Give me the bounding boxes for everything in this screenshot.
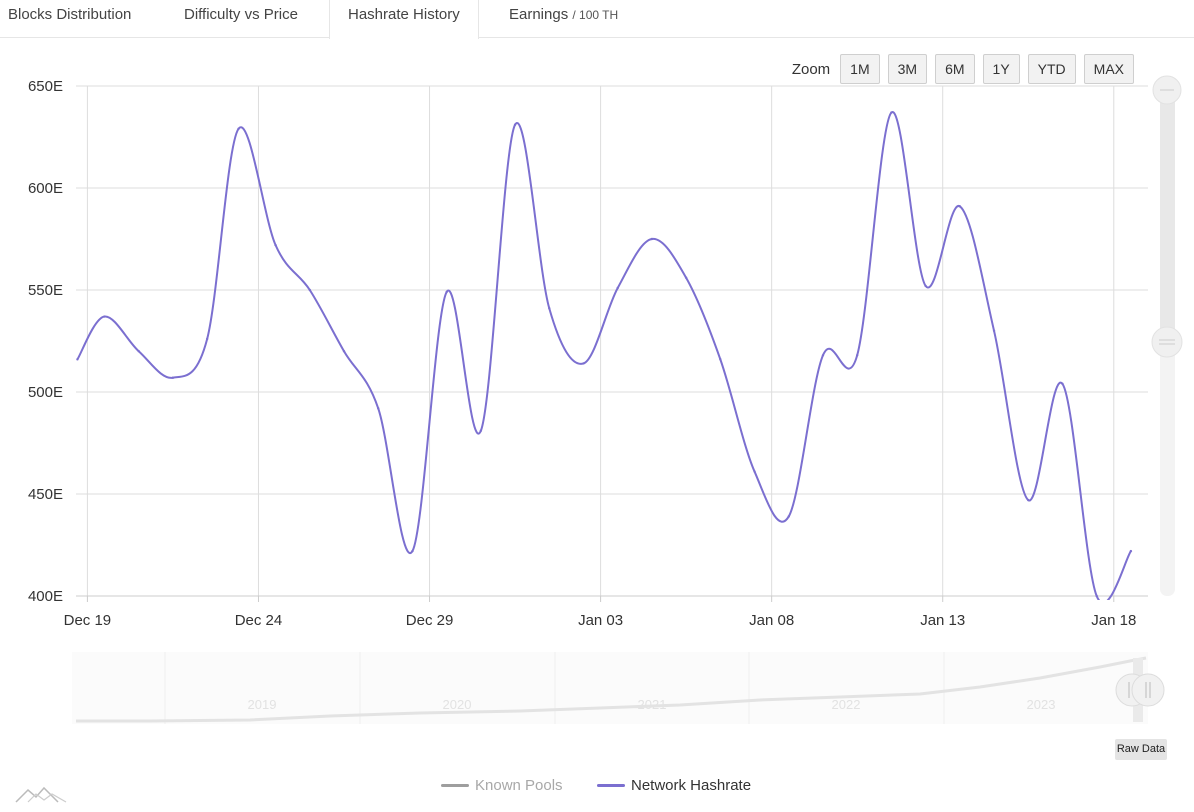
data-point (855, 354, 859, 357)
legend: Known Pools Network Hashrate (0, 774, 1194, 796)
mountain-logo-icon (15, 786, 67, 803)
data-point (513, 123, 517, 126)
navigator-year-label: 2023 (1027, 697, 1056, 712)
tab-label: Earnings (509, 6, 569, 23)
data-point (103, 315, 106, 318)
y-tick-label: 400E (28, 588, 63, 605)
zoom-label: Zoom (791, 60, 831, 78)
data-point (582, 362, 585, 365)
data-point (1027, 498, 1030, 502)
data-point (753, 470, 756, 473)
plot-area (76, 111, 1133, 600)
vertical-scrollbar[interactable] (1151, 75, 1183, 596)
grid-lines (76, 85, 1148, 597)
zoom-6m-button[interactable]: 6M (935, 54, 975, 84)
navigator-handle-right[interactable] (1131, 673, 1165, 707)
legend-swatch (597, 783, 625, 787)
navigator-series (76, 656, 1147, 723)
data-point (237, 127, 240, 131)
data-point (205, 337, 209, 341)
data-point (274, 243, 277, 247)
navigator-year-label: 2022 (832, 697, 861, 712)
scrollbar-thumb[interactable] (1160, 90, 1175, 342)
data-point (684, 276, 688, 279)
y-tick-label: 600E (28, 180, 63, 197)
legend-label: Network Hashrate (631, 776, 752, 794)
x-tick-label: Jan 18 (1091, 612, 1136, 629)
scrollbar-handle-bottom[interactable] (1151, 326, 1183, 358)
data-point (958, 205, 962, 208)
data-point (616, 286, 619, 290)
navigator-labels: 2019 2020 2021 2022 2023 (164, 652, 1056, 724)
x-axis: Dec 19 Dec 24 Dec 29 Jan 03 Jan 08 Jan 13 Jan … (64, 595, 1148, 629)
y-tick-label: 650E (28, 78, 63, 95)
tab-blocks-distribution[interactable]: Blocks Distribution (8, 0, 131, 38)
zoom-controls: Zoom 1M 3M 6M 1Y YTD MAX (792, 54, 1134, 84)
tab-hashrate-history[interactable]: Hashrate History (329, 0, 479, 39)
zoom-max-button[interactable]: MAX (1083, 54, 1134, 84)
data-point (445, 290, 448, 294)
y-tick-label: 450E (28, 486, 63, 503)
navigator-background (72, 652, 1148, 724)
data-point (411, 549, 414, 553)
data-point (479, 429, 483, 432)
tab-label: Difficulty vs Price (184, 6, 298, 23)
y-tick-label: 550E (28, 282, 63, 299)
navigator-year-label: 2019 (248, 697, 277, 712)
data-point (992, 329, 996, 332)
x-tick-label: Dec 24 (235, 612, 283, 629)
legend-swatch (441, 783, 469, 787)
zoom-3m-button[interactable]: 3M (887, 54, 928, 84)
data-point (1129, 549, 1133, 553)
data-point (650, 237, 654, 241)
tab-sublabel: / 100 TH (572, 8, 619, 22)
legend-item-known-pools[interactable]: Known Pools (441, 774, 563, 796)
x-tick-label: Jan 03 (578, 612, 623, 629)
series-line-network-hashrate (76, 111, 1132, 600)
legend-item-network-hashrate[interactable]: Network Hashrate (597, 774, 751, 796)
data-point (308, 288, 311, 292)
data-point (719, 358, 722, 361)
data-point (1061, 382, 1064, 386)
data-point (821, 354, 825, 357)
data-point (342, 350, 346, 353)
x-tick-label: Jan 13 (920, 612, 965, 629)
tab-label: Blocks Distribution (8, 6, 132, 23)
navigator[interactable]: 2019 2020 2021 2022 2023 (72, 652, 1165, 724)
data-point (548, 307, 551, 310)
data-point (377, 407, 380, 410)
data-point (76, 358, 79, 361)
tab-earnings[interactable]: Earnings / 100 TH (509, 0, 618, 38)
data-point (924, 284, 927, 288)
zoom-1y-button[interactable]: 1Y (982, 54, 1020, 84)
data-point (890, 111, 893, 114)
y-tick-label: 500E (28, 384, 63, 401)
zoom-ytd-button[interactable]: YTD (1027, 54, 1076, 84)
tab-label: Hashrate History (348, 6, 460, 23)
zoom-1m-button[interactable]: 1M (840, 54, 880, 84)
tab-bar: Blocks Distribution Difficulty vs Price … (0, 0, 1194, 39)
legend-label: Known Pools (475, 776, 563, 794)
x-tick-label: Jan 08 (749, 612, 794, 629)
x-tick-label: Dec 19 (64, 612, 112, 629)
navigator-year-label: 2021 (638, 697, 667, 712)
tab-difficulty-vs-price[interactable]: Difficulty vs Price (184, 0, 298, 38)
data-point (1095, 594, 1098, 598)
raw-data-button[interactable]: Raw Data (1115, 739, 1167, 760)
y-axis: 400E 450E 500E 550E 600E 650E (28, 78, 63, 605)
x-tick-label: Dec 29 (406, 612, 454, 629)
data-point (787, 515, 790, 518)
navigator-year-label: 2020 (443, 697, 472, 712)
data-point (171, 376, 175, 379)
data-point (137, 350, 140, 353)
